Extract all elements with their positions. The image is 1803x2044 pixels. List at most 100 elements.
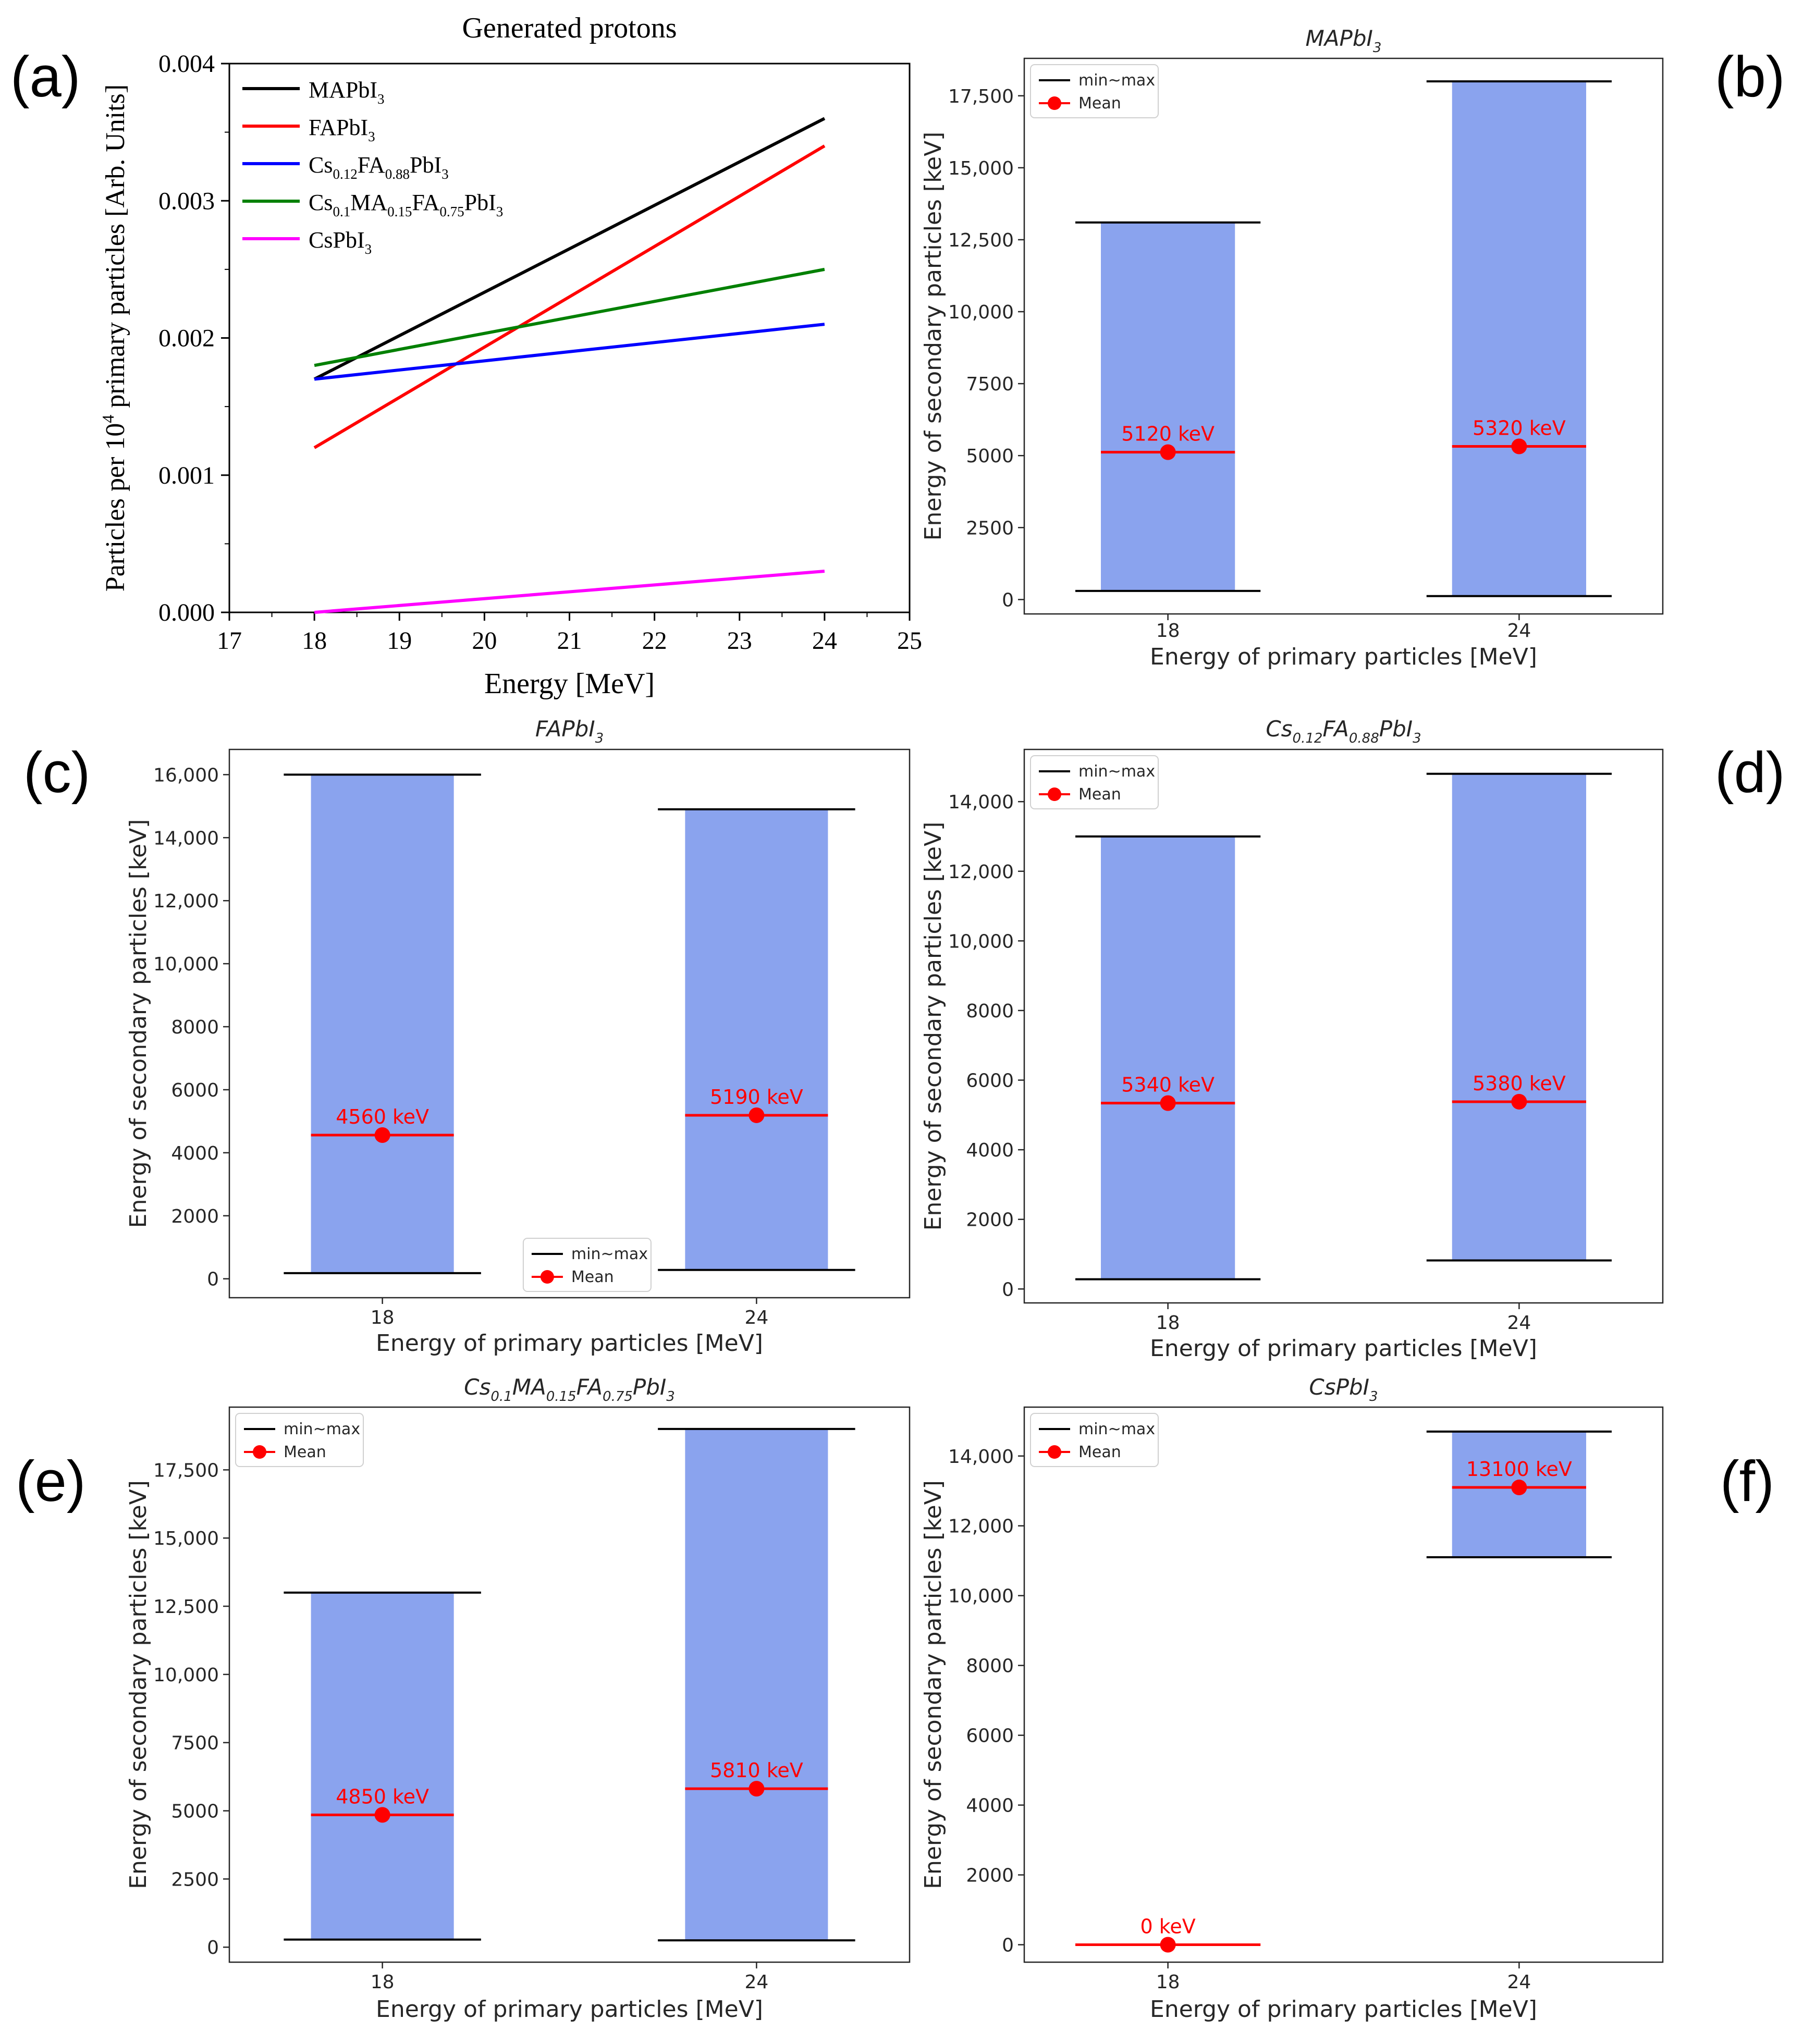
x-tick-label: 18 (302, 627, 327, 655)
chart-title-part: 3 (666, 1389, 675, 1405)
legend-label-part: 3 (496, 204, 504, 219)
chart-title: MAPbI3 (1306, 26, 1382, 56)
y-axis-label-part: 4 (99, 415, 117, 423)
y-tick-label: 4000 (171, 1143, 219, 1164)
y-tick-label: 14,000 (153, 828, 219, 849)
y-tick-label: 10,000 (948, 302, 1014, 323)
chart-title-part: 0.75 (603, 1389, 633, 1405)
legend-label-part: 0.75 (439, 204, 464, 219)
legend-label-part: FA (358, 152, 385, 178)
legend-mean-label: Mean (284, 1443, 326, 1461)
series-line-Cs0.12FA0.88PbI3 (314, 323, 825, 381)
x-tick-label: 24 (1507, 620, 1531, 642)
chart-title-part: MAPbI (1306, 26, 1373, 51)
x-axis-label: Energy [MeV] (484, 668, 655, 700)
chart-title: CsPbI3 (1309, 1374, 1378, 1405)
y-tick-label: 14,000 (948, 792, 1014, 813)
legend-label-part: FAPbI (309, 115, 368, 140)
chart-title-part: 3 (595, 731, 604, 746)
y-tick-label: 12,500 (153, 1596, 219, 1618)
y-tick-label: 0 (1002, 1935, 1014, 1956)
chart-title-part: CsPbI (1309, 1374, 1369, 1400)
legend-mean-dot (1048, 1445, 1061, 1459)
range-bar-18 (311, 774, 454, 1273)
legend-mean-dot (540, 1270, 554, 1284)
x-axis-label: Energy of primary particles [MeV] (376, 1330, 763, 1357)
y-tick-label: 14,000 (948, 1446, 1014, 1468)
legend-label-part: 3 (441, 166, 449, 182)
legend-label: MAPbI3 (309, 77, 385, 107)
x-tick-label: 24 (744, 1307, 768, 1328)
mean-label-24: 13100 keV (1466, 1458, 1572, 1481)
mean-label-18: 4850 keV (336, 1785, 429, 1808)
legend-box (522, 1238, 652, 1292)
legend-label-part: PbI (410, 152, 441, 178)
mean-label-18: 4560 keV (336, 1105, 429, 1128)
series-line-MAPbI3 (313, 117, 826, 381)
x-axis-label: Energy of primary particles [MeV] (1150, 1996, 1537, 2023)
chart-panel-b: 5120 keV 18 5320 keV 24 0 2500 5000 7500 10,000 1… (920, 26, 1664, 670)
panel-letter-f: (f) (1720, 1449, 1774, 1513)
mean-dot-18 (1160, 1095, 1176, 1111)
y-tick-label: 6000 (171, 1080, 219, 1101)
legend-label-part: 3 (365, 241, 372, 257)
chart-title-part: 0.88 (1349, 731, 1379, 746)
chart-title-part: FAPbI (535, 716, 595, 742)
legend-label-part: Cs (309, 190, 333, 215)
x-tick-label: 25 (897, 627, 922, 655)
series-line-Cs0.1MA0.15FA0.75PbI3 (314, 267, 825, 367)
mean-dot-24 (1511, 1480, 1527, 1496)
legend-mean-dot (1048, 787, 1061, 801)
y-tick-label: 2500 (171, 1869, 219, 1890)
chart-title-part: 0.15 (546, 1389, 577, 1405)
chart-title-part: Cs (464, 1374, 490, 1400)
y-tick-label: 0 (207, 1937, 219, 1959)
chart-title: Generated protons (462, 12, 677, 44)
y-tick-label: 0.004 (158, 50, 215, 78)
x-axis-label: Energy of primary particles [MeV] (1150, 644, 1537, 670)
mean-label-24: 5320 keV (1473, 417, 1566, 440)
y-tick-label: 5000 (171, 1801, 219, 1823)
y-axis-label: Energy of secondary particles [keV] (125, 1480, 152, 1889)
y-tick-label: 7500 (171, 1733, 219, 1754)
legend-mean-label: Mean (571, 1268, 614, 1286)
legend-label-part: MAPbI (309, 77, 377, 103)
panel-letter-e: (e) (16, 1449, 85, 1513)
x-tick-label: 18 (371, 1307, 395, 1328)
legend-minmax-label: min~max (1078, 762, 1155, 781)
x-tick-label: 18 (1156, 1312, 1180, 1334)
legend-minmax-label: min~max (1078, 71, 1155, 90)
panel-letter-c: (c) (23, 741, 90, 805)
mean-dot-24 (749, 1107, 765, 1123)
y-tick-label: 8000 (966, 1656, 1014, 1677)
range-bar-24 (1452, 773, 1586, 1261)
x-axis-label: Energy of primary particles [MeV] (1150, 1335, 1537, 1362)
chart-title-part: 3 (1373, 40, 1382, 56)
legend-label-part: MA (350, 190, 387, 215)
legend-minmax-label: min~max (1078, 1420, 1155, 1438)
x-axis-label: Energy of primary particles [MeV] (376, 1996, 763, 2023)
y-axis-label: Energy of secondary particles [keV] (920, 1480, 947, 1889)
legend-label: CsPbI3 (309, 227, 372, 257)
y-tick-label: 10,000 (153, 954, 219, 975)
mean-label-18: 5120 keV (1121, 423, 1215, 446)
mean-dot-18 (1160, 444, 1176, 460)
y-tick-label: 15,000 (153, 1528, 219, 1549)
y-tick-label: 6000 (966, 1070, 1014, 1092)
legend-mean-label: Mean (1078, 785, 1121, 804)
legend-minmax-label: min~max (284, 1420, 360, 1438)
y-tick-label: 12,000 (153, 891, 219, 912)
y-axis-label-part: Particles per 10 (101, 423, 130, 592)
series-line-CsPbI3 (314, 570, 825, 614)
range-bar-24 (1452, 81, 1586, 596)
legend-label-part: 3 (368, 129, 375, 144)
legend-label-part: 0.12 (333, 166, 357, 182)
mean-dot-24 (749, 1781, 765, 1797)
y-tick-label: 0.003 (158, 187, 215, 215)
panel-letter-a: (a) (10, 45, 80, 109)
y-tick-label: 2000 (171, 1206, 219, 1227)
series-line-FAPbI3 (313, 144, 826, 449)
chart-title-part: PbI (633, 1374, 666, 1400)
x-tick-label: 24 (1507, 1972, 1531, 1993)
legend-label-part: CsPbI (309, 227, 365, 253)
